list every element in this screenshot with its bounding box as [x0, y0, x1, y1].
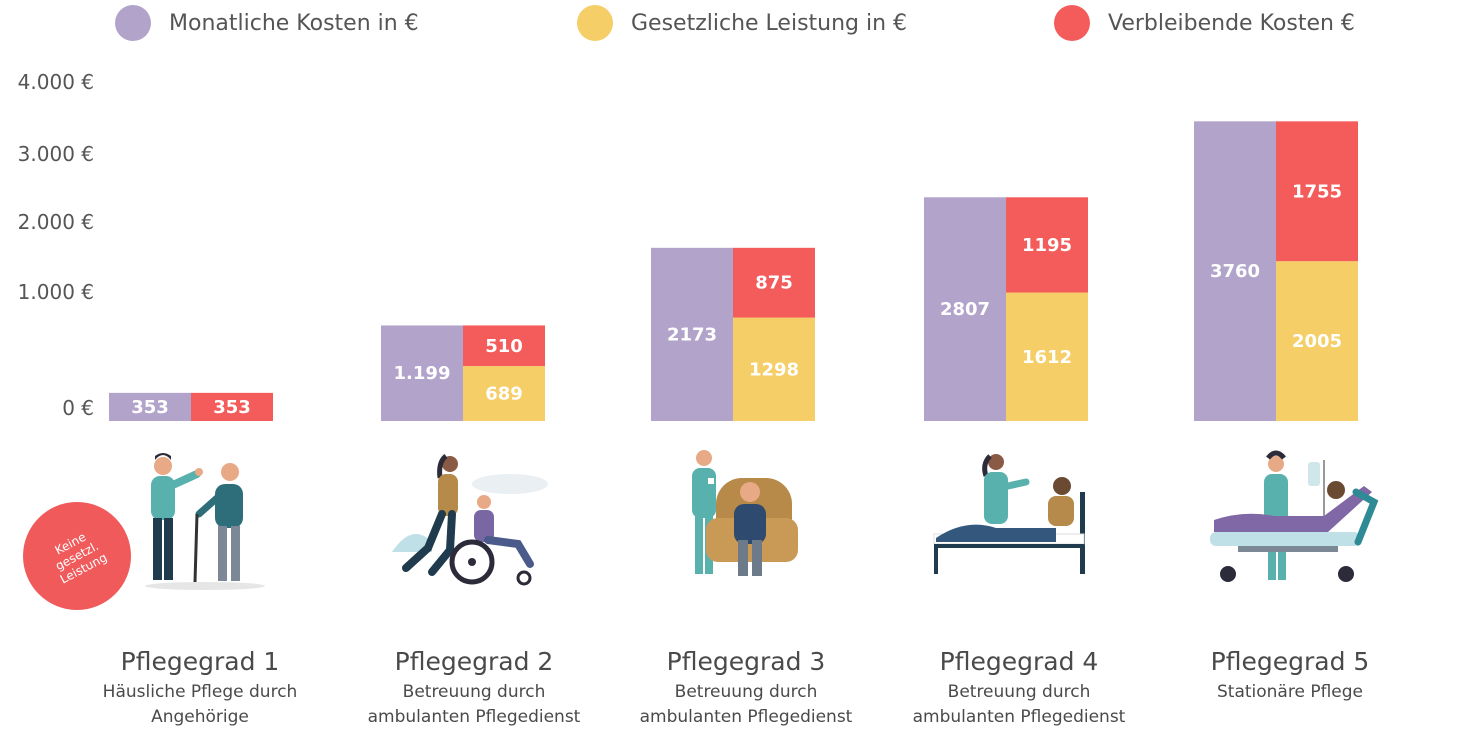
- legend-label-remaining-costs: Verbleibende Kosten €: [1108, 10, 1355, 36]
- category-subtitle-2-line-1: Betreuung durch: [402, 682, 546, 702]
- bar-label-statutory-benefit-5: 2005: [1292, 331, 1342, 352]
- category-title-1: Pflegegrad 1: [120, 647, 280, 676]
- bar-label-remaining-costs-3: 875: [755, 273, 793, 294]
- bar-label-remaining-costs-1: 353: [213, 397, 251, 418]
- bar-monthly-costs-5: [1194, 121, 1276, 421]
- bar-label-monthly-costs-5: 3760: [1210, 261, 1260, 282]
- bar-label-statutory-benefit-3: 1298: [749, 359, 799, 380]
- bar-label-statutory-benefit-4: 1612: [1022, 347, 1072, 368]
- category-title-4: Pflegegrad 4: [939, 647, 1099, 676]
- bar-statutory-benefit-3: [733, 317, 815, 421]
- bar-label-remaining-costs-5: 1755: [1292, 181, 1342, 202]
- caregiver-with-elderly-icon: [125, 448, 275, 590]
- category-subtitle-1-line-1: Häusliche Pflege durch: [102, 682, 298, 702]
- bar-remaining-costs-4: [1006, 197, 1088, 293]
- bar-label-monthly-costs-2: 1.199: [394, 363, 451, 384]
- bar-monthly-costs-4: [924, 197, 1006, 421]
- legend-item-remaining-costs: Verbleibende Kosten €: [1054, 4, 1355, 42]
- bar-statutory-benefit-2: [463, 366, 545, 421]
- legend-item-monthly-costs: Monatliche Kosten in €: [115, 4, 419, 42]
- category-subtitle-3-line-1: Betreuung durch: [674, 682, 818, 702]
- bar-label-monthly-costs-1: 353: [131, 397, 169, 418]
- no-benefit-badge-text: Keine gesetzl. Leistung: [52, 529, 110, 587]
- nurse-with-armchair-icon: [686, 448, 798, 580]
- category-subtitle-2-line-2: ambulanten Pflegedienst: [367, 707, 581, 727]
- category-subtitle-1-line-2: Angehörige: [151, 707, 249, 727]
- bar-label-monthly-costs-4: 2807: [940, 299, 990, 320]
- wheelchair-push-icon: [392, 452, 552, 587]
- bar-label-remaining-costs-2: 510: [485, 336, 523, 357]
- bar-remaining-costs-1: [191, 392, 273, 421]
- bar-chart: 0 € 1.000 € 2.000 € 3.000 € 4.000 € 353 353 1.1…: [18, 70, 1358, 421]
- category-title-5: Pflegegrad 5: [1210, 647, 1370, 676]
- legend-label-statutory-benefit: Gesetzliche Leistung in €: [631, 10, 908, 36]
- bar-remaining-costs-3: [733, 247, 815, 318]
- category-subtitle-3-line-2: ambulanten Pflegedienst: [639, 707, 853, 727]
- category-subtitle-4-line-2: ambulanten Pflegedienst: [912, 707, 1126, 727]
- category-block-1: Pflegegrad 1 Häusliche Pflege durch Angehö…: [60, 644, 340, 730]
- y-tick-label-1: 1.000 €: [18, 280, 94, 304]
- y-tick-label-2: 2.000 €: [18, 210, 94, 234]
- category-block-4: Pflegegrad 4 Betreuung durch ambulanten Pf…: [879, 644, 1159, 730]
- y-tick-label-4: 4.000 €: [18, 70, 94, 94]
- bar-monthly-costs-3: [651, 247, 733, 421]
- bar-label-remaining-costs-4: 1195: [1022, 235, 1072, 256]
- y-tick-label-0: 0 €: [62, 396, 94, 420]
- nurse-with-hospital-bed-icon: [1208, 450, 1379, 586]
- bar-label-monthly-costs-3: 2173: [667, 324, 717, 345]
- no-benefit-badge: Keine gesetzl. Leistung: [23, 502, 131, 610]
- legend-item-statutory-benefit: Gesetzliche Leistung in €: [577, 4, 907, 42]
- category-subtitle-4-line-1: Betreuung durch: [947, 682, 1091, 702]
- bar-remaining-costs-2: [463, 325, 545, 367]
- category-block-5: Pflegegrad 5 Stationäre Pflege: [1150, 644, 1430, 705]
- bar-monthly-costs-2: [381, 325, 463, 421]
- category-title-2: Pflegegrad 2: [394, 647, 554, 676]
- nurse-with-bed-icon: [933, 452, 1086, 576]
- bar-statutory-benefit-4: [1006, 292, 1088, 421]
- category-subtitle-5-line-1: Stationäre Pflege: [1216, 682, 1363, 702]
- bar-remaining-costs-5: [1276, 121, 1358, 262]
- legend: Monatliche Kosten in € Gesetzliche Leist…: [0, 0, 1473, 46]
- category-block-3: Pflegegrad 3 Betreuung durch ambulanten Pf…: [606, 644, 886, 730]
- category-title-3: Pflegegrad 3: [666, 647, 826, 676]
- bar-label-statutory-benefit-2: 689: [485, 384, 523, 405]
- category-block-2: Pflegegrad 2 Betreuung durch ambulanten Pf…: [334, 644, 614, 730]
- legend-label-monthly-costs: Monatliche Kosten in €: [169, 10, 419, 36]
- bar-monthly-costs-1: [109, 392, 191, 421]
- legend-swatch-monthly-costs: [115, 5, 151, 41]
- legend-swatch-statutory-benefit: [577, 5, 613, 41]
- bar-statutory-benefit-5: [1276, 261, 1358, 421]
- legend-swatch-remaining-costs: [1054, 5, 1090, 41]
- y-tick-label-3: 3.000 €: [18, 142, 94, 166]
